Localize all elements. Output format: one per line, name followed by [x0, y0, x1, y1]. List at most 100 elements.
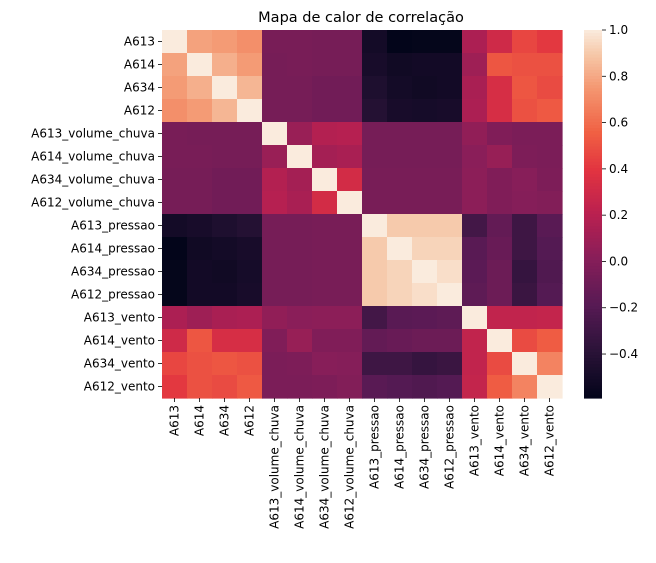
- colorbar-segment: [584, 229, 602, 233]
- heatmap-cell: [212, 306, 238, 330]
- colorbar-segment: [584, 134, 602, 138]
- colorbar-segment: [584, 287, 602, 292]
- colorbar-segment: [584, 244, 602, 249]
- heatmap-cell: [537, 214, 563, 238]
- colorbar-segment: [584, 250, 602, 255]
- heatmap-cell: [462, 191, 488, 215]
- heatmap-cell: [237, 76, 263, 100]
- row-labels: A613 A614 A634 A612 A613_volume_chuva A614_vo…: [31, 35, 162, 394]
- colorbar-segment: [584, 321, 602, 325]
- heatmap-cell: [237, 260, 263, 284]
- colorbar-segment: [584, 48, 602, 53]
- column-label: A613_vento: [468, 405, 482, 476]
- colorbar-tick-label: 0.0: [609, 254, 628, 268]
- heatmap-cell: [512, 214, 538, 238]
- heatmap-cell: [362, 306, 388, 330]
- heatmap-cell: [487, 145, 513, 169]
- column-label: A634_volume_chuva: [318, 405, 332, 529]
- heatmap-cell: [462, 145, 488, 169]
- colorbar-segment: [584, 333, 602, 338]
- colorbar-segment: [584, 36, 602, 40]
- heatmap-cell: [487, 306, 513, 330]
- heatmap-cell: [187, 375, 213, 399]
- heatmap-cell: [187, 329, 213, 353]
- heatmap-cell: [362, 329, 388, 353]
- heatmap-cell: [462, 76, 488, 100]
- row-label: A612_vento: [84, 380, 155, 394]
- heatmap-cell: [412, 122, 438, 146]
- colorbar-segment: [584, 76, 602, 80]
- heatmap-cell: [537, 375, 563, 399]
- colorbar-segment: [584, 318, 602, 322]
- heatmap-cell: [237, 214, 263, 238]
- colorbar-segment: [584, 109, 602, 114]
- heatmap-cell: [312, 53, 338, 77]
- heatmap-cell: [362, 191, 388, 215]
- heatmap-cell: [537, 76, 563, 100]
- heatmap-cell: [362, 283, 388, 307]
- heatmap-cell: [537, 283, 563, 307]
- heatmap-cell: [312, 306, 338, 330]
- heatmap-cell: [187, 99, 213, 123]
- heatmap-cell: [237, 329, 263, 353]
- heatmap-cell: [287, 76, 313, 100]
- colorbar-segment: [584, 260, 602, 264]
- colorbar-segment: [584, 394, 602, 399]
- heatmap-cell: [262, 306, 288, 330]
- colorbar-segment: [584, 54, 602, 59]
- colorbar-segment: [584, 79, 602, 83]
- heatmap-cell: [362, 168, 388, 192]
- heatmap-cell: [187, 214, 213, 238]
- chart-title: Mapa de calor de correlação: [258, 10, 464, 26]
- heatmap-cell: [187, 53, 213, 77]
- heatmap-cell: [387, 30, 413, 54]
- colorbar-segment: [584, 256, 602, 261]
- heatmap-cell: [187, 237, 213, 261]
- heatmap-cell: [337, 30, 363, 54]
- heatmap-cell: [412, 283, 438, 307]
- colorbar-segment: [584, 226, 602, 230]
- colorbar-segment: [584, 373, 602, 378]
- colorbar-segment: [584, 122, 602, 126]
- heatmap-cell: [362, 76, 388, 100]
- heatmap-cell: [387, 329, 413, 353]
- heatmap-cell: [162, 237, 188, 261]
- heatmap-cell: [487, 76, 513, 100]
- heatmap-cell: [187, 352, 213, 376]
- heatmap-cell: [487, 53, 513, 77]
- heatmap-cell: [437, 76, 463, 100]
- colorbar-segment: [584, 352, 602, 356]
- heatmap-cell: [412, 53, 438, 77]
- heatmap-cell: [287, 99, 313, 123]
- heatmap-cell: [237, 283, 263, 307]
- heatmap-cell: [312, 30, 338, 54]
- heatmap-cell: [437, 283, 463, 307]
- column-label: A613_pressao: [368, 405, 382, 489]
- heatmap-cell: [187, 145, 213, 169]
- heatmap-cell: [237, 122, 263, 146]
- heatmap-cell: [337, 214, 363, 238]
- colorbar-segment: [584, 247, 602, 252]
- column-label: A612: [243, 405, 257, 436]
- row-label: A613_vento: [84, 311, 155, 325]
- heatmap-cell: [412, 99, 438, 123]
- heatmap-cell: [212, 30, 238, 54]
- heatmap-cell: [262, 375, 288, 399]
- colorbar-segment: [584, 198, 602, 203]
- colorbar-segment: [584, 88, 602, 92]
- colorbar-segment: [584, 293, 602, 298]
- colorbar-tick-label: 0.2: [609, 208, 628, 222]
- heatmap-cell: [287, 30, 313, 54]
- heatmap-cell: [437, 30, 463, 54]
- heatmap-cell: [162, 352, 188, 376]
- colorbar-segment: [584, 263, 602, 267]
- row-label: A612_volume_chuva: [31, 196, 155, 210]
- colorbar-segment: [584, 60, 602, 65]
- colorbar-tick-label: −0.2: [609, 301, 638, 315]
- column-label: A612_pressao: [443, 405, 457, 489]
- heatmap-cell: [362, 237, 388, 261]
- heatmap-cell: [512, 145, 538, 169]
- heatmap-cell: [262, 76, 288, 100]
- heatmap-cell: [412, 30, 438, 54]
- heatmap-cell: [512, 375, 538, 399]
